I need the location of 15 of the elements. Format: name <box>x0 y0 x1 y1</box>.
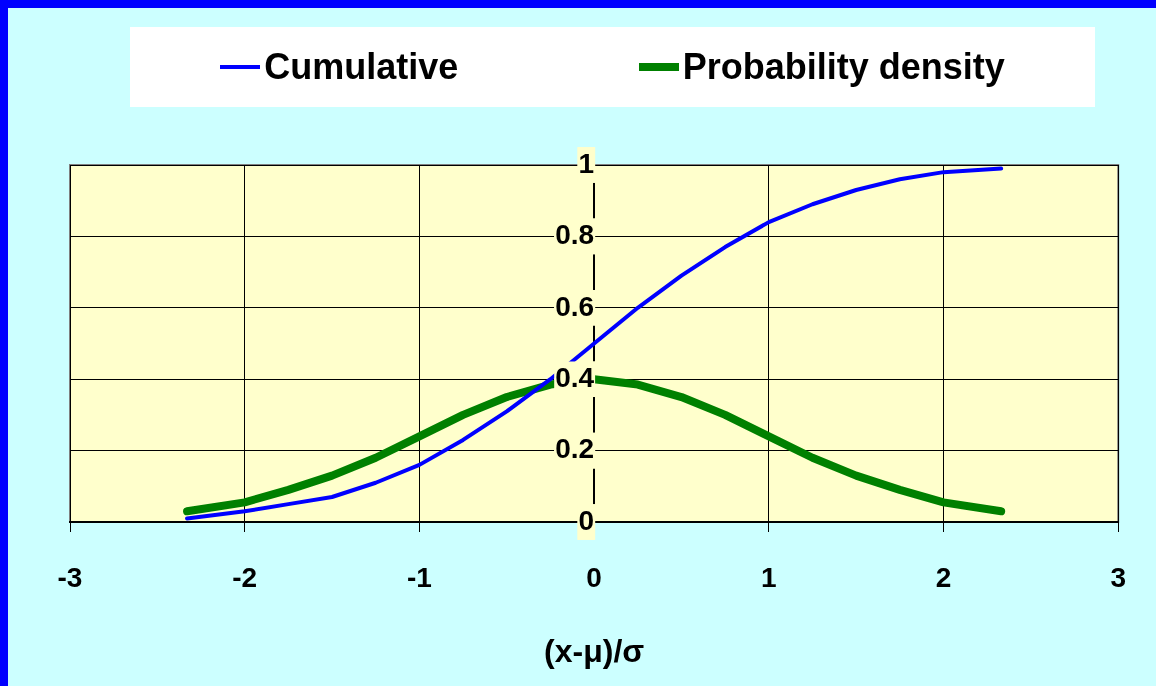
legend-label: Probability density <box>682 46 1005 88</box>
x-tick-label: -1 <box>406 561 432 593</box>
y-tick-label: 1 <box>578 147 595 179</box>
x-tick-label: 3 <box>1110 561 1126 593</box>
y-tick-label: 0 <box>578 504 595 536</box>
y-tick-label: 0.8 <box>555 219 595 251</box>
y-tick-label: 0.4 <box>555 361 595 393</box>
x-tick-label: -3 <box>57 561 83 593</box>
x-tick-label: 2 <box>935 561 952 593</box>
y-tick-label: 0.6 <box>555 290 595 322</box>
x-tick-label: 1 <box>761 561 777 593</box>
x-axis-title: (x-μ)/σ <box>544 632 645 669</box>
legend-label: Cumulative <box>264 46 459 88</box>
x-tick-label: -2 <box>232 561 258 593</box>
y-tick-label: 0.2 <box>555 433 595 465</box>
